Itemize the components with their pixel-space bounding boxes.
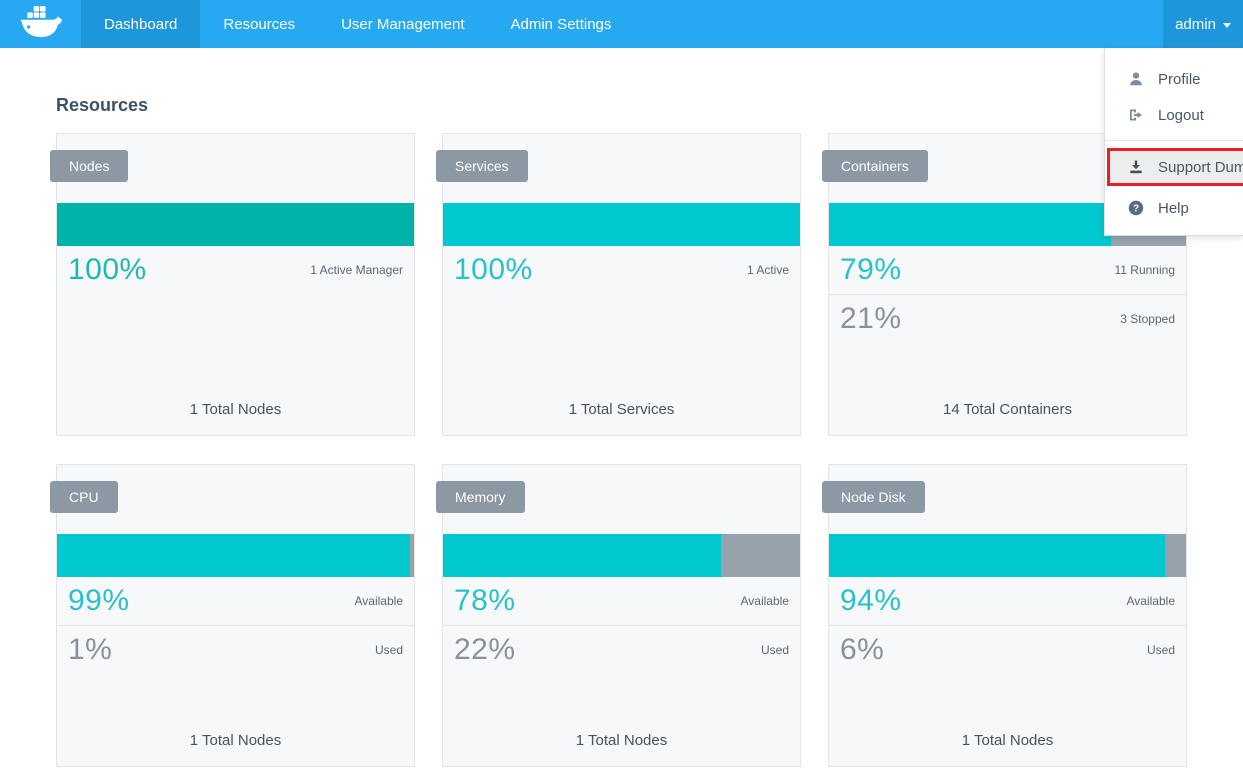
stat-row: 99% Available: [57, 577, 414, 625]
menu-item-label: Logout: [1158, 106, 1204, 124]
user-menu-label: admin: [1175, 15, 1216, 33]
card-cpu[interactable]: CPU 99% Available 1% Used 1 Total Nodes: [50, 464, 415, 767]
stat-label: Available: [354, 594, 403, 608]
user-menu-button[interactable]: admin: [1163, 0, 1243, 48]
navbar-spacer: [634, 0, 1163, 48]
nav-tab-dashboard[interactable]: Dashboard: [81, 0, 201, 48]
stat-value: 21%: [840, 301, 902, 335]
usage-bar: [57, 534, 414, 577]
stat-label: Used: [374, 642, 403, 657]
download-icon: [1128, 159, 1144, 175]
stat-label: 3 Stopped: [1120, 311, 1175, 326]
usage-bar-fill: [829, 534, 1165, 577]
card-footer: 1 Total Services: [568, 401, 675, 418]
usage-bar-fill: [443, 203, 800, 246]
stat-row: 6% Used: [829, 625, 1186, 673]
card-services[interactable]: Services 100% 1 Active 1 Total Services: [436, 133, 801, 436]
stat-row: 79% 11 Running: [829, 246, 1186, 294]
stat-value: 99%: [68, 584, 130, 617]
menu-item-label: Help: [1158, 199, 1189, 217]
support-dump-highlight-box: Support Dump: [1107, 148, 1243, 186]
nav-tab-admin-settings[interactable]: Admin Settings: [510, 15, 612, 33]
stat-value: 6%: [840, 632, 885, 666]
card-footer: 1 Total Nodes: [961, 732, 1054, 749]
card-containers[interactable]: Containers 79% 11 Running 21% 3 Stopped …: [822, 133, 1187, 436]
stat-row: 78% Available: [443, 577, 800, 625]
card-footer: 14 Total Containers: [943, 401, 1072, 418]
docker-whale-icon: [20, 5, 62, 43]
card-title-badge: Containers: [822, 150, 928, 182]
card-footer: 1 Total Nodes: [575, 732, 668, 749]
stat-row: 22% Used: [443, 625, 800, 673]
usage-bar: [443, 203, 800, 246]
stat-row: 100% 1 Active: [443, 246, 800, 294]
usage-bar: [57, 203, 414, 246]
card-title-badge: Nodes: [50, 150, 129, 182]
stat-value: 79%: [840, 253, 902, 286]
stat-value: 100%: [454, 253, 533, 286]
card-nodes[interactable]: Nodes 100% 1 Active Manager 1 Total Node…: [50, 133, 415, 436]
stat-row: 94% Available: [829, 577, 1186, 625]
stat-row: 1% Used: [57, 625, 414, 673]
card-title-badge: Node Disk: [822, 481, 925, 513]
menu-item-label: Profile: [1158, 70, 1201, 88]
menu-item-support-dump[interactable]: Support Dump: [1110, 151, 1243, 183]
user-icon: [1128, 71, 1144, 87]
menu-item-logout[interactable]: Logout: [1105, 97, 1243, 133]
top-navbar: Dashboard Resources User Management Admi…: [0, 0, 1243, 48]
stat-value: 94%: [840, 584, 902, 617]
main-content: Resources Nodes 100% 1 Active Manager 1 …: [0, 95, 1243, 767]
nav-tab-user-management[interactable]: User Management: [341, 15, 465, 33]
menu-item-label: Support Dump: [1158, 158, 1243, 176]
card-footer: 1 Total Nodes: [189, 401, 282, 418]
card-title-badge: Services: [436, 150, 528, 182]
stat-label: 1 Active Manager: [310, 263, 403, 277]
menu-item-help[interactable]: ? Help: [1105, 190, 1243, 226]
stat-value: 100%: [68, 253, 147, 286]
usage-bar-fill: [443, 534, 722, 577]
menu-item-profile[interactable]: Profile: [1105, 61, 1243, 97]
docker-logo[interactable]: [0, 0, 81, 48]
stat-label: 1 Active: [746, 263, 789, 277]
help-icon: ?: [1128, 200, 1144, 216]
card-memory[interactable]: Memory 78% Available 22% Used 1 Total No…: [436, 464, 801, 767]
stat-label: Used: [760, 642, 789, 657]
svg-text:?: ?: [1133, 204, 1139, 215]
stat-value: 1%: [68, 632, 113, 666]
card-title-badge: Memory: [436, 481, 525, 513]
stat-value: 78%: [454, 584, 516, 617]
logout-icon: [1128, 107, 1144, 123]
usage-bar-fill: [57, 203, 414, 246]
stat-label: Used: [1146, 642, 1175, 657]
chevron-down-icon: [1222, 22, 1231, 28]
usage-bar-fill: [829, 203, 1112, 246]
usage-bar: [443, 534, 800, 577]
usage-bar-fill: [57, 534, 411, 577]
stat-value: 22%: [454, 632, 516, 666]
stat-label: 11 Running: [1114, 263, 1176, 277]
usage-bar: [829, 534, 1186, 577]
card-node-disk[interactable]: Node Disk 94% Available 6% Used 1 Total …: [822, 464, 1187, 767]
card-title-badge: CPU: [50, 481, 118, 513]
stat-row: 21% 3 Stopped: [829, 294, 1186, 342]
user-dropdown-menu: Profile Logout Support Dump ?: [1104, 48, 1243, 236]
stat-label: Available: [740, 594, 789, 608]
resource-cards-grid: Nodes 100% 1 Active Manager 1 Total Node…: [50, 133, 1187, 767]
stat-label: Available: [1126, 594, 1175, 608]
menu-divider: [1105, 140, 1243, 141]
stat-row: 100% 1 Active Manager: [57, 246, 414, 294]
nav-tab-resources[interactable]: Resources: [223, 15, 296, 33]
page-title: Resources: [56, 95, 149, 115]
card-footer: 1 Total Nodes: [189, 732, 282, 749]
